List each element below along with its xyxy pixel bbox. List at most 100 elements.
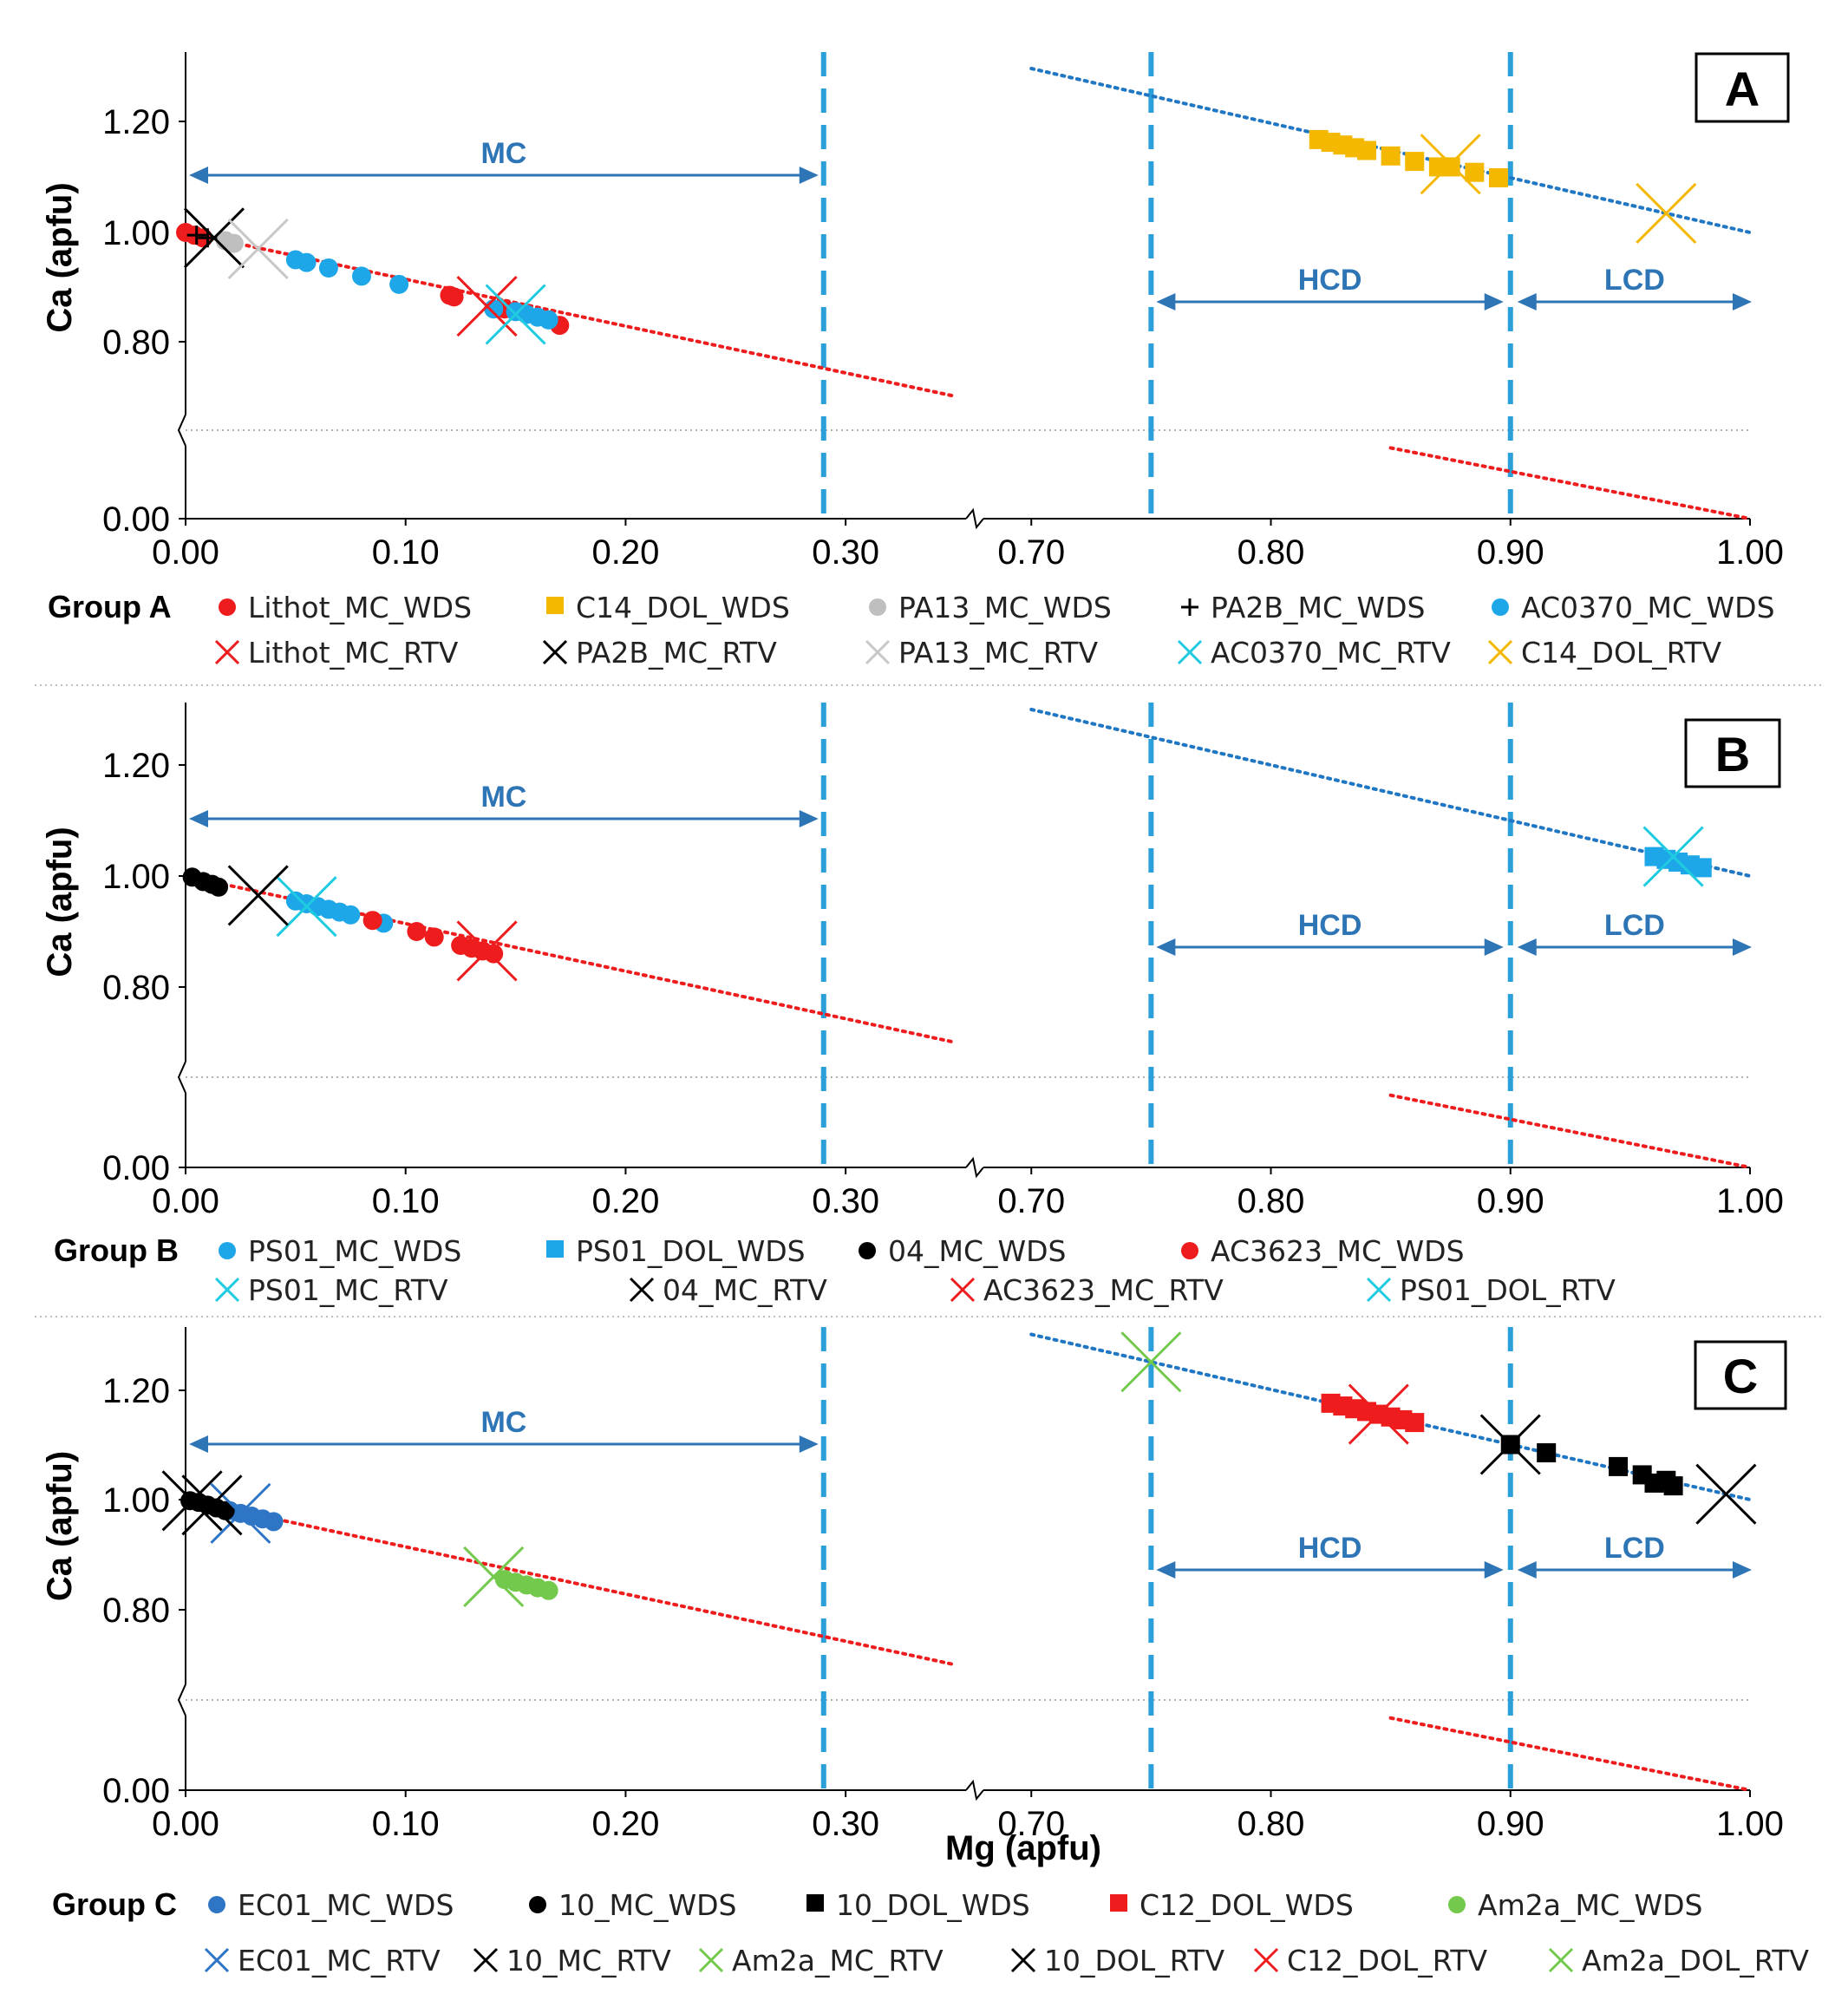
data-point (424, 927, 444, 947)
legend-item-c14-dol-wds: C14_DOL_WDS (546, 591, 790, 624)
legend-label: 10_MC_RTV (506, 1944, 671, 1978)
legend-marker (546, 597, 564, 614)
x-tick-label: 0.20 (591, 1805, 659, 1843)
zone-arrowhead-right (1733, 938, 1752, 956)
legend-marker (529, 1896, 546, 1913)
data-point (318, 258, 338, 278)
zone-arrowhead-right (799, 1435, 819, 1453)
legend-item-pa2b-mc-wds: PA2B_MC_WDS (1181, 591, 1426, 624)
y-tick-label: 0.00 (102, 1772, 170, 1810)
legend-item-ps01-mc-wds: PS01_MC_WDS (219, 1234, 461, 1268)
legend-label: C12_DOL_WDS (1139, 1888, 1354, 1922)
legend-marker (629, 1277, 655, 1303)
series-ps01-mc-rtv (276, 876, 337, 938)
data-point (1405, 1413, 1425, 1433)
data-point (1120, 1331, 1182, 1393)
legend-label: PA13_MC_WDS (898, 591, 1112, 624)
zone-label: MC (480, 781, 526, 814)
legend-item-ac0370-mc-rtv: AC0370_MC_RTV (1177, 636, 1451, 670)
legend-label: AC0370_MC_RTV (1211, 636, 1451, 670)
data-point (456, 275, 518, 337)
zone-arrowhead-left (189, 1435, 208, 1453)
legend-item-am2a-mc-wds: Am2a_MC_WDS (1448, 1888, 1702, 1922)
legend-item-c12-dol-wds: C12_DOL_WDS (1110, 1888, 1354, 1922)
legend-item-pa13-mc-wds: PA13_MC_WDS (869, 591, 1112, 624)
x-axis-break-mark (965, 507, 984, 530)
legend-item-lithot-mc-rtv: Lithot_MC_RTV (214, 636, 459, 670)
trend-line-mc-trend (184, 1498, 957, 1667)
y-tick-label: 0.00 (102, 500, 170, 539)
zone-arrowhead-right (1733, 1561, 1752, 1579)
zone-arrowhead-right (799, 167, 819, 184)
legend-marker (1181, 598, 1198, 616)
zone-arrowhead-left (1517, 293, 1537, 311)
panel-badge-box (1695, 52, 1790, 123)
data-point (1609, 1456, 1629, 1476)
data-point (1644, 1473, 1664, 1493)
x-tick-label: 0.30 (812, 1805, 879, 1843)
x-tick-label: 0.70 (997, 1805, 1065, 1843)
series-ac0370-mc-wds (285, 250, 558, 330)
data-point (1348, 1383, 1409, 1445)
series-ps01-dol-rtv (1642, 826, 1704, 887)
series-10-dol-wds (1500, 1435, 1683, 1496)
y-tick-label: 1.00 (102, 214, 170, 252)
legend-label: AC0370_MC_WDS (1521, 591, 1775, 624)
legend-marker (204, 1947, 230, 1973)
group-label: Group C (52, 1886, 177, 1922)
data-point (341, 905, 361, 925)
x-tick-label: 0.00 (152, 533, 219, 572)
series-ac3623-mc-wds (362, 911, 504, 964)
legend-label: 10_MC_WDS (558, 1888, 737, 1922)
data-point (264, 1512, 284, 1532)
group-label: Group B (54, 1232, 179, 1268)
zone-arrowhead-left (1517, 938, 1537, 956)
series-ac3623-mc-rtv (456, 920, 518, 982)
zone-arrowhead-right (1484, 293, 1504, 311)
data-point (1420, 134, 1481, 195)
legend-item-10-dol-wds: 10_DOL_WDS (806, 1888, 1030, 1922)
legend-item-10-mc-wds: 10_MC_WDS (529, 1888, 737, 1922)
panel-badge: A (1725, 62, 1760, 116)
zone-label: MC (480, 137, 526, 170)
data-point (389, 274, 409, 294)
data-point (186, 226, 206, 245)
series-10-mc-rtv (161, 1470, 243, 1536)
y-axis-break-mark (177, 1683, 186, 1716)
legend-item-ac3623-mc-wds: AC3623_MC_WDS (1181, 1234, 1465, 1268)
legend-marker (865, 639, 891, 665)
legend-label: PS01_DOL_RTV (1400, 1273, 1616, 1307)
legend-marker (1448, 1896, 1466, 1913)
legend-item-10-mc-rtv: 10_MC_RTV (473, 1944, 671, 1978)
series-am2a-dol-rtv (1120, 1331, 1182, 1393)
legend-label: 10_DOL_WDS (836, 1888, 1030, 1922)
x-tick-label: 0.90 (1477, 1182, 1544, 1220)
zone-arrowhead-left (1517, 1561, 1537, 1579)
series-c14-dol-rtv (1420, 134, 1697, 245)
data-point (1692, 858, 1712, 878)
legend-item-pa13-mc-rtv: PA13_MC_RTV (865, 636, 1099, 670)
x-tick-label: 0.80 (1237, 1805, 1305, 1843)
panel-a: 0.00 0.10 0.20 0.30 0.70 0.80 0.90 1.00 1.20 1.00… (35, 52, 1821, 686)
legend-item-ps01-dol-rtv: PS01_DOL_RTV (1366, 1273, 1616, 1307)
zone-label: HCD (1298, 1532, 1362, 1565)
data-point (161, 1470, 223, 1532)
legend-item-ec01-mc-rtv: EC01_MC_RTV (204, 1944, 441, 1978)
legend-marker (542, 639, 568, 665)
trend-line-dolomite-trend-lower (1388, 1716, 1752, 1792)
legend-label: Am2a_MC_WDS (1478, 1888, 1702, 1922)
data-point (227, 865, 289, 926)
zone-arrowhead-right (1484, 1561, 1504, 1579)
legend-label: Am2a_MC_RTV (732, 1944, 944, 1978)
x-tick-label: 0.70 (997, 1182, 1065, 1220)
data-point (227, 218, 289, 279)
legend-label: C14_DOL_WDS (576, 591, 790, 624)
legend-label: AC3623_MC_RTV (983, 1273, 1224, 1307)
series-ec01-mc-rtv (210, 1482, 271, 1544)
data-point (484, 944, 504, 964)
x-tick-label: 0.10 (372, 1182, 440, 1220)
legend-label: 10_DOL_RTV (1044, 1944, 1224, 1978)
legend-marker (208, 1896, 225, 1913)
legend-item-lithot-mc-wds: Lithot_MC_WDS (219, 591, 472, 624)
